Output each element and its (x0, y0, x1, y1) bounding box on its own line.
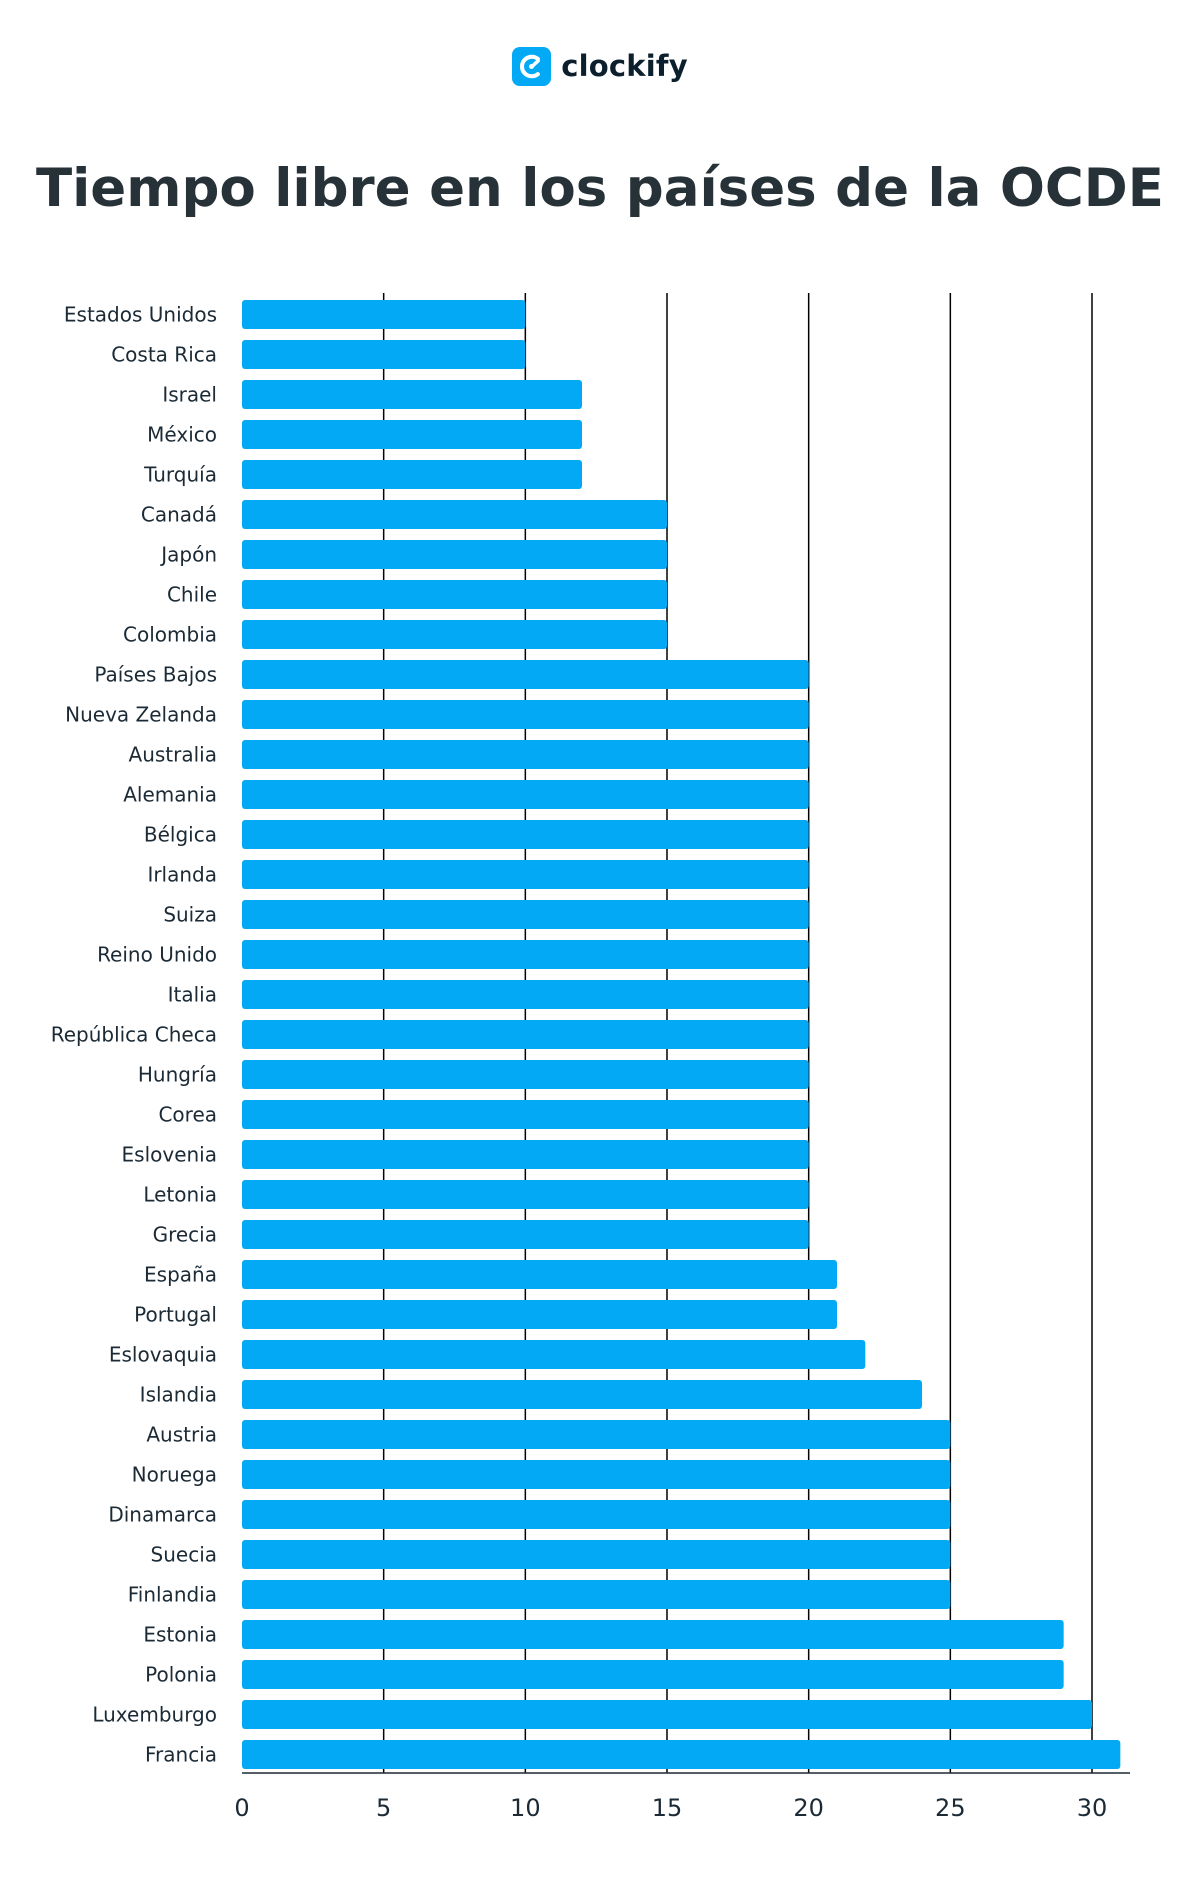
category-label: Suecia (151, 1543, 217, 1567)
category-label: Luxemburgo (92, 1703, 217, 1727)
bar-25 (242, 1300, 837, 1329)
chart-title: Tiempo libre en los países de la OCDE (35, 158, 1165, 219)
bar-1 (242, 340, 526, 369)
category-label: Canadá (141, 503, 217, 527)
bar-30 (242, 1500, 951, 1529)
category-label: Bélgica (144, 823, 217, 847)
category-label: Costa Rica (111, 343, 217, 367)
category-label: Austria (146, 1423, 217, 1447)
category-label: Países Bajos (94, 663, 217, 687)
category-label: Irlanda (147, 863, 217, 887)
bar-27 (242, 1380, 922, 1409)
bar-6 (242, 540, 667, 569)
bar-11 (242, 740, 809, 769)
category-label: Francia (145, 1743, 217, 1767)
category-label: Reino Unido (97, 943, 217, 967)
bars (242, 300, 1121, 1769)
category-label: Turquía (143, 463, 217, 487)
category-label: Portugal (134, 1303, 217, 1327)
bar-35 (242, 1700, 1092, 1729)
category-label: Israel (162, 383, 217, 407)
bar-15 (242, 900, 809, 929)
bar-21 (242, 1140, 809, 1169)
bar-9 (242, 660, 809, 689)
brand-name: clockify (561, 49, 688, 83)
category-label: Grecia (153, 1223, 217, 1247)
category-label: Eslovaquia (109, 1343, 217, 1367)
category-label: Eslovenia (122, 1143, 217, 1167)
bar-10 (242, 700, 809, 729)
bar-5 (242, 500, 667, 529)
bar-7 (242, 580, 667, 609)
category-labels: Estados Unidos Costa Rica Israel México Turq… (51, 303, 217, 1767)
category-label: Islandia (140, 1383, 217, 1407)
clockify-logo-icon (512, 46, 552, 86)
category-label: Letonia (143, 1183, 217, 1207)
bar-12 (242, 780, 809, 809)
bar-36 (242, 1740, 1121, 1769)
bar-8 (242, 620, 667, 649)
x-tick-label: 5 (376, 1794, 391, 1822)
category-label: Italia (168, 983, 217, 1007)
bar-32 (242, 1580, 951, 1609)
x-tick-label: 10 (510, 1794, 541, 1822)
category-label: Estonia (143, 1623, 217, 1647)
category-label: Suiza (163, 903, 217, 927)
category-label: Japón (159, 543, 217, 567)
x-tick-labels: 0 5 10 15 20 25 30 (234, 1794, 1107, 1822)
category-label: Finlandia (128, 1583, 217, 1607)
category-label: República Checa (51, 1023, 217, 1047)
bar-29 (242, 1460, 951, 1489)
bar-31 (242, 1540, 951, 1569)
category-label: Polonia (145, 1663, 217, 1687)
bar-18 (242, 1020, 809, 1049)
bar-4 (242, 460, 582, 489)
bar-14 (242, 860, 809, 889)
bar-33 (242, 1620, 1064, 1649)
category-label: Alemania (123, 783, 217, 807)
category-label: España (144, 1263, 217, 1287)
x-tick-label: 25 (935, 1794, 966, 1822)
bar-23 (242, 1220, 809, 1249)
category-label: Corea (158, 1103, 217, 1127)
bar-22 (242, 1180, 809, 1209)
bar-19 (242, 1060, 809, 1089)
bar-28 (242, 1420, 951, 1449)
category-label: Australia (129, 743, 217, 767)
category-label: Hungría (138, 1063, 217, 1087)
bar-13 (242, 820, 809, 849)
bar-2 (242, 380, 582, 409)
category-label: Chile (167, 583, 217, 607)
brand-header: clockify (0, 44, 1200, 88)
category-label: Nueva Zelanda (65, 703, 217, 727)
category-label: México (147, 423, 217, 447)
category-label: Noruega (132, 1463, 217, 1487)
x-tick-label: 20 (793, 1794, 824, 1822)
bar-24 (242, 1260, 837, 1289)
bar-34 (242, 1660, 1064, 1689)
bar-17 (242, 980, 809, 1009)
x-tick-label: 15 (652, 1794, 683, 1822)
category-label: Estados Unidos (64, 303, 217, 327)
bar-20 (242, 1100, 809, 1129)
bar-16 (242, 940, 809, 969)
x-tick-label: 30 (1077, 1794, 1108, 1822)
x-tick-label: 0 (234, 1794, 249, 1822)
category-label: Dinamarca (108, 1503, 217, 1527)
category-label: Colombia (123, 623, 217, 647)
bar-3 (242, 420, 582, 449)
bar-0 (242, 300, 526, 329)
bar-26 (242, 1340, 866, 1369)
